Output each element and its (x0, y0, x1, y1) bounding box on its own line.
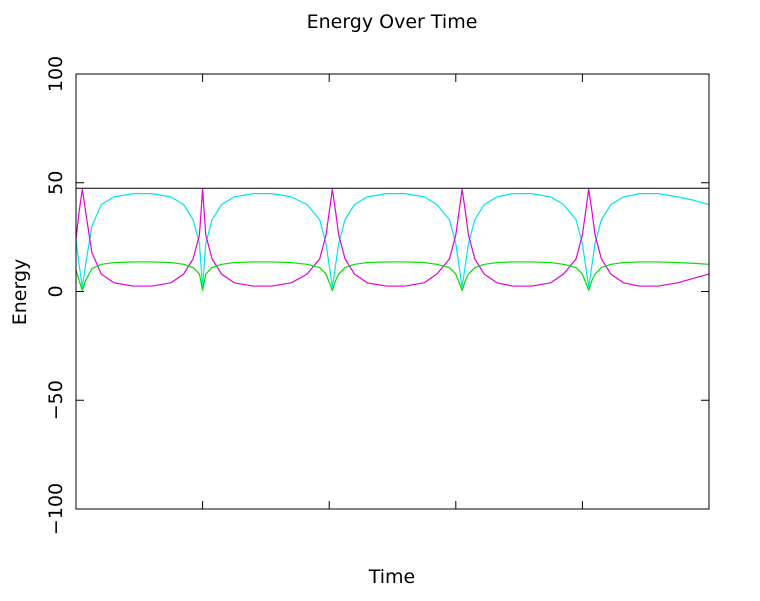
plot-frame (75, 73, 710, 510)
series-line-2 (75, 188, 710, 287)
series-group (75, 188, 710, 292)
series-line-1 (75, 193, 710, 288)
y-tick-label: −50 (45, 380, 67, 420)
series-line-3 (75, 261, 710, 292)
y-ticks: −100 −50 0 50 100 (45, 56, 709, 535)
x-ticks (202, 74, 583, 509)
chart-title: Energy Over Time (307, 11, 478, 33)
y-axis-label: Energy (9, 259, 31, 326)
y-tick-label: 100 (45, 56, 67, 92)
y-tick-label: 0 (45, 285, 67, 297)
y-tick-label: 50 (45, 171, 67, 195)
x-axis-label: Time (368, 566, 416, 588)
y-tick-label: −100 (45, 483, 67, 535)
